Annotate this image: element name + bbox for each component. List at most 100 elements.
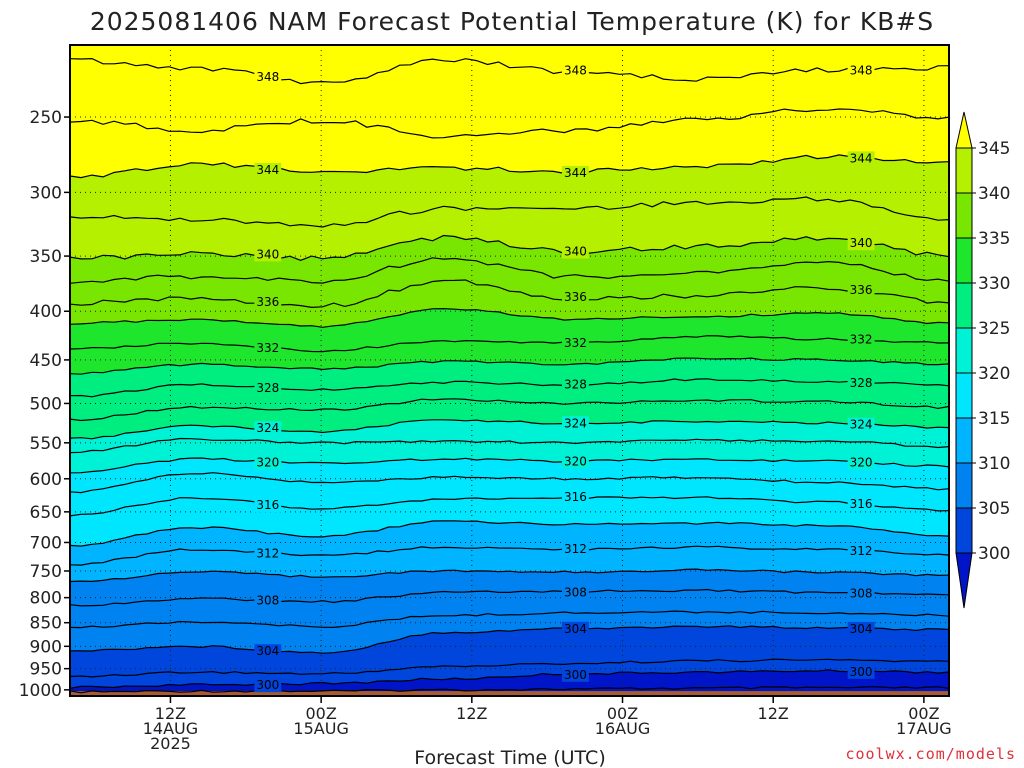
contour-310 [70, 568, 949, 583]
contour-label: 328 [256, 381, 279, 395]
contour-label-bg [254, 162, 282, 177]
contour-label-bg [561, 542, 589, 556]
contour-306 [70, 610, 949, 629]
contour-label-bg [561, 290, 589, 304]
contour-label-bg [847, 497, 875, 512]
x-tick-label: 00Z [908, 704, 939, 723]
contour-label: 328 [564, 377, 587, 391]
contour-label: 320 [850, 456, 873, 470]
contour-label: 320 [564, 455, 587, 469]
contour-label-bg [254, 498, 282, 513]
contour-label: 340 [850, 236, 873, 250]
x-tick-label: 00Z [305, 704, 336, 723]
contour-label-bg [561, 165, 589, 180]
colorbar-bin [955, 327, 973, 374]
contour-label-bg [561, 416, 589, 431]
x-tick-label: 16AUG [595, 719, 650, 738]
colorbar-label: 305 [978, 499, 1010, 519]
contour-label: 304 [564, 622, 587, 636]
x-tick-label: 15AUG [293, 719, 348, 738]
contour-label: 308 [850, 587, 873, 601]
contour-316 [70, 496, 949, 517]
contour-label-bg [561, 667, 589, 682]
y-tick-label: 650 [30, 503, 62, 523]
contour-label-bg [254, 295, 282, 310]
contour-322 [70, 437, 949, 454]
contour-label-bg [847, 236, 875, 251]
y-tick-label: 800 [30, 589, 62, 609]
contour-label: 332 [564, 336, 587, 350]
contour-label-bg [847, 417, 875, 432]
contour-label: 316 [850, 497, 873, 511]
contour-298 [70, 686, 949, 694]
y-axis-ticks: 250 300 350 400 450 500 550 600 650 700 750 800 850 9… [19, 108, 70, 701]
y-tick-label: 750 [30, 562, 62, 582]
contour-320 [70, 457, 949, 474]
contour-label-bg [561, 621, 589, 636]
contour-label: 312 [850, 544, 873, 558]
y-tick-label: 450 [30, 351, 62, 371]
contour-300 [70, 669, 949, 689]
colorbar-label: 345 [978, 139, 1010, 159]
contour-label: 328 [850, 376, 873, 390]
colorbar-label: 315 [978, 409, 1010, 429]
contour-label-bg [561, 63, 589, 78]
colorbar-label: 330 [978, 274, 1010, 294]
contour-label: 312 [564, 542, 587, 556]
contour-326 [70, 398, 949, 422]
ground-surface [70, 691, 949, 696]
contour-label: 300 [564, 668, 587, 682]
y-tick-label: 500 [30, 394, 62, 414]
contour-label-bg [847, 332, 875, 347]
contour-label: 332 [256, 341, 279, 355]
x-tick-label: 12Z [758, 704, 789, 723]
contour-label-bg [254, 247, 282, 262]
colorbar-bin [955, 282, 973, 329]
contour-label-bg [847, 621, 875, 636]
chart-title: 2025081406 NAM Forecast Potential Temper… [90, 7, 934, 36]
x-tick-label: 14AUG [143, 719, 198, 738]
contour-label-bg [561, 490, 589, 505]
contour-label-bg [847, 375, 875, 390]
contour-308 [70, 588, 949, 607]
colorbar-bin [955, 192, 973, 239]
contour-330 [70, 357, 949, 375]
contour-318 [70, 472, 949, 494]
y-tick-label: 950 [30, 660, 62, 680]
grid-lines [70, 45, 949, 696]
colorbar-label: 340 [978, 184, 1010, 204]
contour-302 [70, 658, 949, 678]
contour-label: 300 [256, 678, 279, 692]
contour-label: 308 [256, 594, 279, 608]
contour-label: 340 [256, 247, 279, 261]
contour-label-bg [847, 151, 875, 166]
colorbar-bin [955, 147, 973, 194]
x-tick-label: 17AUG [896, 719, 951, 738]
contour-label-bg [847, 586, 875, 601]
contour-label: 344 [256, 163, 279, 177]
site-credit: coolwx.com/models [845, 745, 1016, 763]
contour-label: 320 [256, 455, 279, 469]
contour-label-bg [561, 336, 589, 351]
contour-label-bg [561, 244, 589, 259]
y-tick-label: 250 [30, 108, 62, 128]
y-tick-label: 600 [30, 470, 62, 490]
contour-label-bg [561, 585, 589, 600]
contour-label: 316 [256, 498, 279, 512]
contour-342 [70, 196, 949, 228]
contour-label: 316 [564, 490, 587, 504]
y-tick-label: 700 [30, 533, 62, 553]
x-axis-label: Forecast Time (UTC) [414, 747, 605, 768]
contour-304 [70, 625, 949, 654]
colorbar-label: 300 [978, 544, 1010, 564]
colorbar-label: 310 [978, 454, 1010, 474]
contour-label: 304 [256, 644, 279, 658]
contour-312 [70, 545, 949, 566]
contour-328 [70, 378, 949, 398]
x-tick-label: 2025 [150, 734, 191, 753]
contour-label-bg [847, 543, 875, 558]
colorbar-label: 325 [978, 319, 1010, 339]
plot-area: 300 300 300 304 304 304 308 308 308 312 312 312 316 3… [70, 45, 949, 696]
contour-label-bg [847, 455, 875, 470]
